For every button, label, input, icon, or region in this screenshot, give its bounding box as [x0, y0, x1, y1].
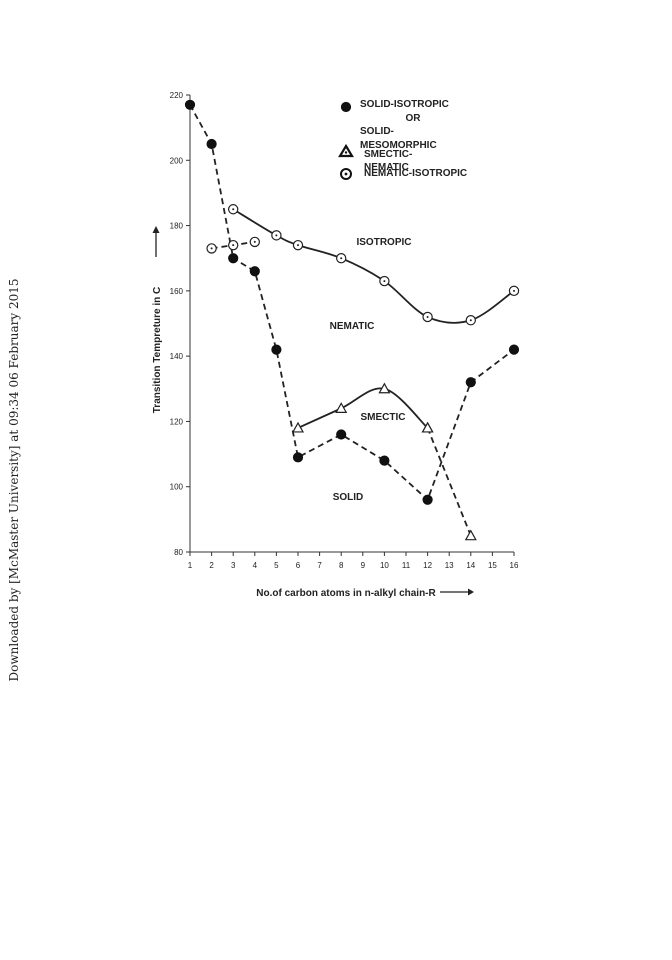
y-axis-arrow-head: [152, 226, 160, 233]
legend-marker-triangle: [338, 143, 354, 158]
series-line-solid: [297, 387, 429, 429]
region-labels: ISOTROPIC NEMATIC SMECTIC SOLID: [330, 237, 412, 503]
data-point: [184, 99, 196, 110]
data-point: [379, 455, 390, 466]
y-tick-label: 220: [170, 91, 184, 100]
series-markers: [184, 99, 520, 541]
data-point-dot: [469, 319, 472, 322]
x-tick-label: 11: [402, 561, 411, 570]
data-point: [378, 382, 391, 394]
y-tick-label: 100: [170, 483, 184, 492]
data-point: [228, 253, 239, 264]
region-label: SOLID: [333, 492, 364, 503]
x-tick-label: 5: [274, 561, 279, 570]
y-tick-label: 80: [174, 548, 183, 557]
x-tick-label: 2: [209, 561, 214, 570]
x-tick-label: 13: [445, 561, 454, 570]
data-point: [422, 494, 433, 505]
legend-marker-triangle-dot: [344, 151, 348, 154]
data-point-dot: [253, 240, 256, 243]
x-tick-label: 14: [466, 561, 475, 570]
y-tick-label: 160: [170, 287, 184, 296]
y-tick-label: 180: [170, 222, 184, 231]
region-label: NEMATIC: [330, 321, 375, 332]
series-line-solid: [232, 208, 515, 324]
data-point-dot: [210, 247, 213, 250]
x-tick-label: 6: [296, 561, 301, 570]
x-tick-label: 9: [361, 561, 366, 570]
x-tick-label: 10: [380, 561, 389, 570]
legend: SOLID-ISOTROPIC OR SOLID- MESOMORPHICSMECTI…: [338, 99, 467, 180]
data-point-dot: [232, 208, 235, 211]
legend-label: MESOMORPHIC: [360, 140, 437, 151]
y-axis-title: Transition Tempreture in C: [152, 287, 163, 414]
y-tick-label: 140: [170, 352, 184, 361]
x-tick-label: 15: [488, 561, 497, 570]
x-tick-label: 4: [253, 561, 258, 570]
region-label: SMECTIC: [361, 412, 406, 423]
x-axis-arrow-head: [468, 588, 474, 596]
legend-label: OR: [406, 113, 422, 124]
data-point: [465, 377, 476, 388]
y-tick-label: 120: [170, 417, 184, 426]
x-tick-label: 12: [423, 561, 432, 570]
legend-label: SOLID-: [360, 126, 394, 137]
series-line-dashed: [189, 104, 515, 502]
x-tick-label: 3: [231, 561, 236, 570]
x-tick-label: 8: [339, 561, 344, 570]
data-point: [292, 452, 304, 463]
legend-label: SMECTIC-: [364, 149, 412, 160]
data-point-dot: [513, 289, 515, 292]
data-point: [335, 402, 348, 413]
data-point: [271, 344, 282, 355]
legend-label: SOLID-ISOTROPIC: [360, 99, 449, 110]
data-point-dot: [426, 315, 429, 318]
x-axis-title: No.of carbon atoms in n-alkyl chain-R: [256, 588, 436, 599]
data-point: [291, 421, 305, 433]
x-tick-label: 1: [188, 561, 193, 570]
data-point-dot: [340, 257, 343, 260]
x-tick-label: 7: [317, 561, 322, 570]
x-tick-label: 16: [510, 561, 519, 570]
data-point-dot: [383, 280, 386, 283]
data-point: [464, 529, 477, 541]
legend-marker-filled-circle: [340, 101, 352, 113]
data-point: [249, 266, 260, 277]
data-point-dot: [275, 234, 278, 237]
data-point-dot: [297, 244, 299, 247]
data-point: [336, 429, 347, 440]
legend-label: NEMATIC-ISOTROPIC: [364, 168, 467, 179]
data-point: [206, 138, 217, 150]
legend-label: NEMATIC: [364, 162, 409, 173]
legend-marker-circle-dot-center: [344, 172, 348, 176]
data-point: [421, 421, 434, 433]
region-label: ISOTROPIC: [356, 237, 411, 248]
y-tick-label: 200: [170, 156, 184, 165]
data-point-dot: [232, 244, 235, 247]
data-point: [508, 344, 520, 355]
